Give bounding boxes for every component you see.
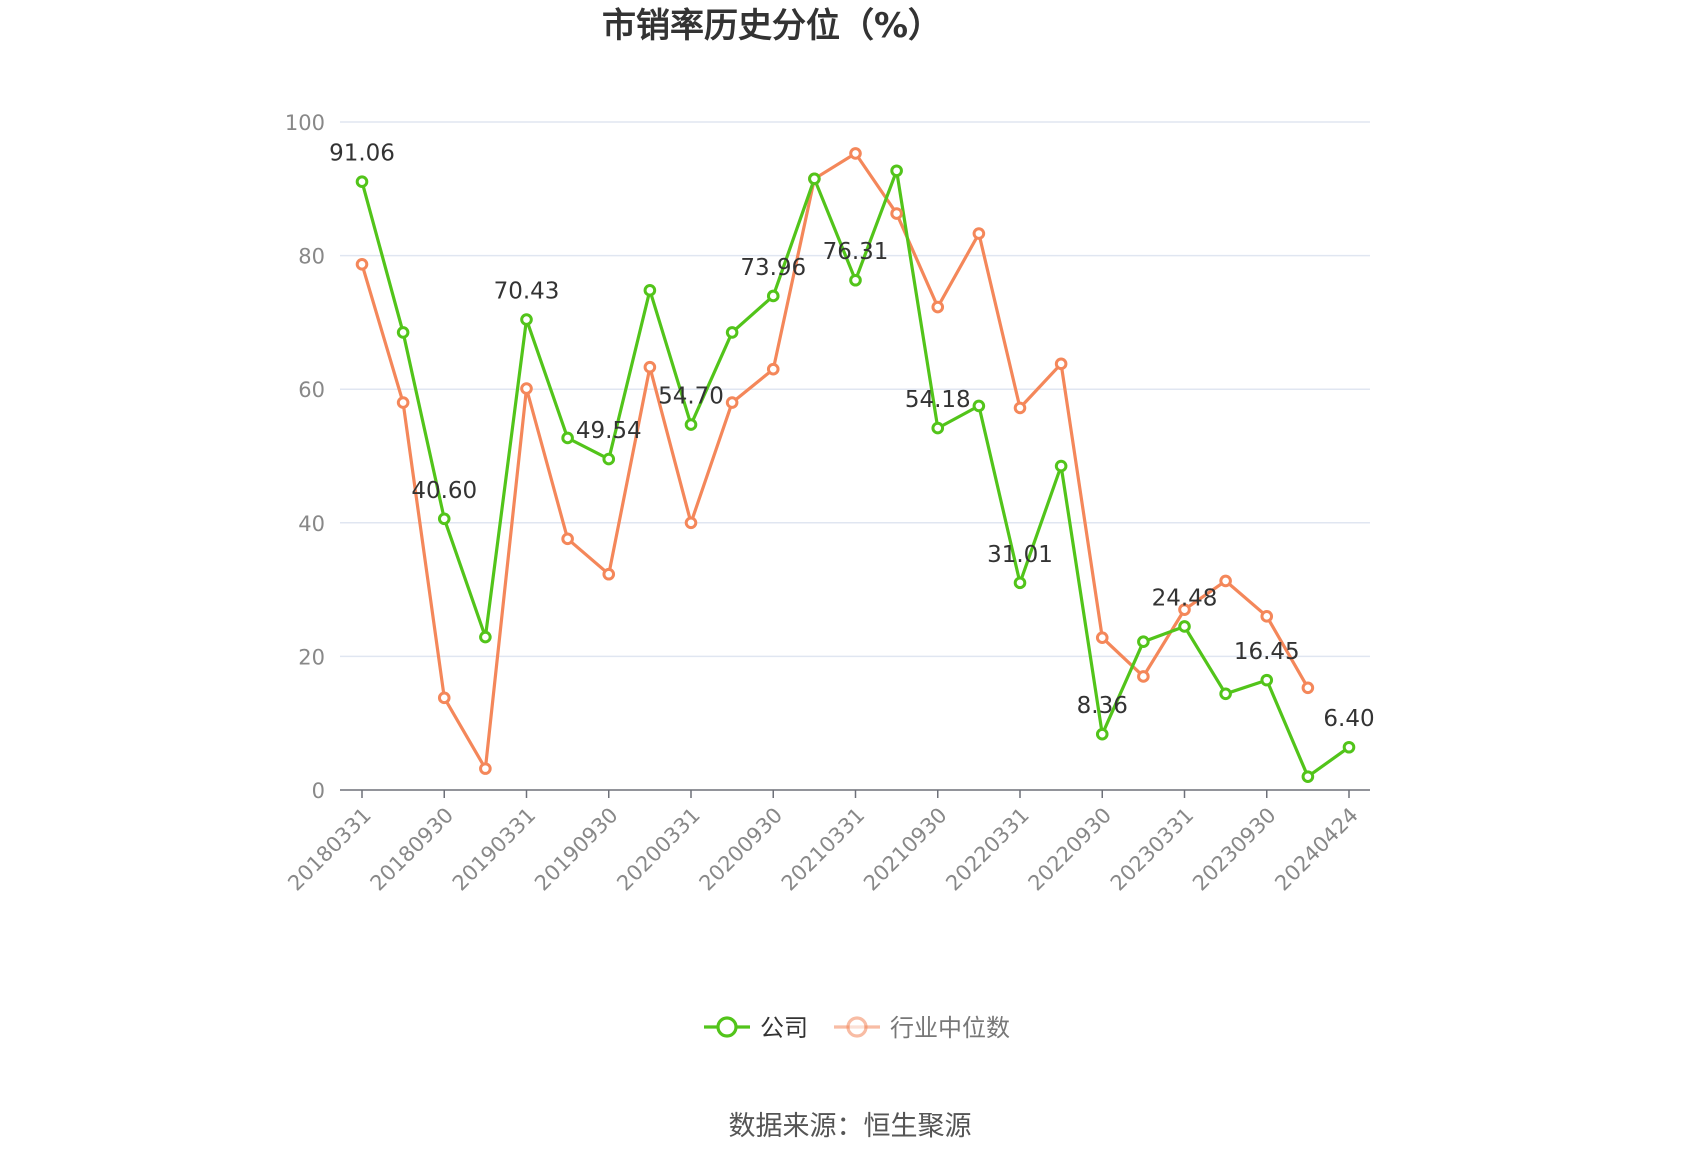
data-point [643,284,657,297]
legend-marker [846,1016,868,1038]
data-point [1342,740,1356,754]
data-point [1054,357,1068,371]
data-label: 40.60 [411,478,477,504]
y-tick-label: 0 [312,779,325,803]
legend-marker [716,1016,738,1038]
data-point [808,172,821,186]
data-label: 8.36 [1077,693,1128,719]
y-axis: 0 20 40 60 80 100 [285,111,325,803]
x-axis: 2018033120180930201903312019093020200331… [283,789,1370,896]
data-point [849,147,862,160]
data-point [561,532,574,546]
data-point [602,452,616,466]
data-label: 6.40 [1323,706,1374,732]
data-label: 54.18 [905,387,971,413]
data-point [479,762,492,775]
data-point [1301,770,1315,783]
y-tick-label: 100 [285,111,325,135]
data-point [1260,673,1274,687]
x-tick-label: 20210331 [777,803,870,896]
data-point [766,362,780,376]
data-point [1137,635,1150,649]
data-point [684,418,698,431]
x-tick-label: 20220930 [1024,803,1117,896]
x-tick-label: 20200331 [612,803,705,896]
legend[interactable]: 公司 行业中位数 [704,1014,1010,1042]
chart-title: 市销率历史分位（%） [602,6,942,46]
x-tick-label: 20180930 [366,803,459,896]
data-point [1095,631,1109,644]
data-point [1219,574,1232,588]
data-label: 54.70 [658,384,724,410]
data-label: 91.06 [329,141,395,167]
data-label: 73.96 [740,255,806,281]
data-point [520,382,533,395]
data-point [972,227,986,240]
data-point [1137,670,1150,683]
y-tick-label: 20 [298,645,325,669]
legend-item[interactable]: 行业中位数 [834,1014,1010,1042]
x-tick-label: 20220331 [941,803,1034,896]
legend-label: 行业中位数 [890,1014,1010,1042]
data-point [1013,576,1027,590]
x-tick-label: 20240424 [1270,803,1363,896]
data-point [684,516,698,530]
x-tick-label: 20210930 [859,803,952,896]
data-point [766,289,780,303]
x-tick-label: 20180331 [283,803,376,896]
data-point [890,164,903,178]
y-tick-label: 80 [298,245,325,269]
data-label: 16.45 [1234,639,1300,665]
data-point [355,257,369,271]
x-tick-label: 20190331 [448,803,541,896]
data-point [1301,681,1315,695]
data-point [643,360,657,374]
data-point [355,175,369,189]
data-point [1219,687,1232,701]
data-point [1095,727,1109,741]
data-point [602,567,616,581]
data-point [1178,603,1191,616]
data-label: 24.48 [1152,585,1218,611]
data-point [396,396,410,409]
data-point [479,630,492,644]
data-label: 76.31 [823,239,889,265]
data-label: 70.43 [494,279,560,305]
data-point [1054,459,1068,473]
data-point [972,399,986,413]
data-point [396,326,410,339]
data-point [725,396,739,409]
data-point [1178,620,1191,633]
legend-label: 公司 [760,1014,808,1042]
y-tick-label: 40 [298,512,325,536]
legend-item[interactable]: 公司 [704,1014,808,1042]
data-point [437,512,451,526]
data-point [1260,610,1274,623]
data-point [437,691,451,705]
series-points [355,147,1356,783]
x-tick-label: 20200930 [695,803,788,896]
data-point [520,313,533,326]
data-point [849,273,862,287]
y-tick-label: 60 [298,378,325,402]
data-label: 31.01 [987,542,1053,568]
data-label: 49.54 [576,418,642,444]
x-tick-label: 20190930 [530,803,623,896]
data-point [1013,401,1027,415]
series-line [360,151,1310,771]
source-note: 数据来源：恒生聚源 [729,1111,972,1142]
data-point [890,207,903,220]
data-point [931,300,945,314]
data-labels: 91.06 40.60 70.43 49.54 54.70 73.96 76.31 54.18… [329,141,1375,733]
data-point [561,431,574,445]
data-point [725,326,739,339]
data-point [931,421,945,435]
x-tick-label: 20230331 [1106,803,1199,896]
x-tick-label: 20230930 [1188,803,1281,896]
